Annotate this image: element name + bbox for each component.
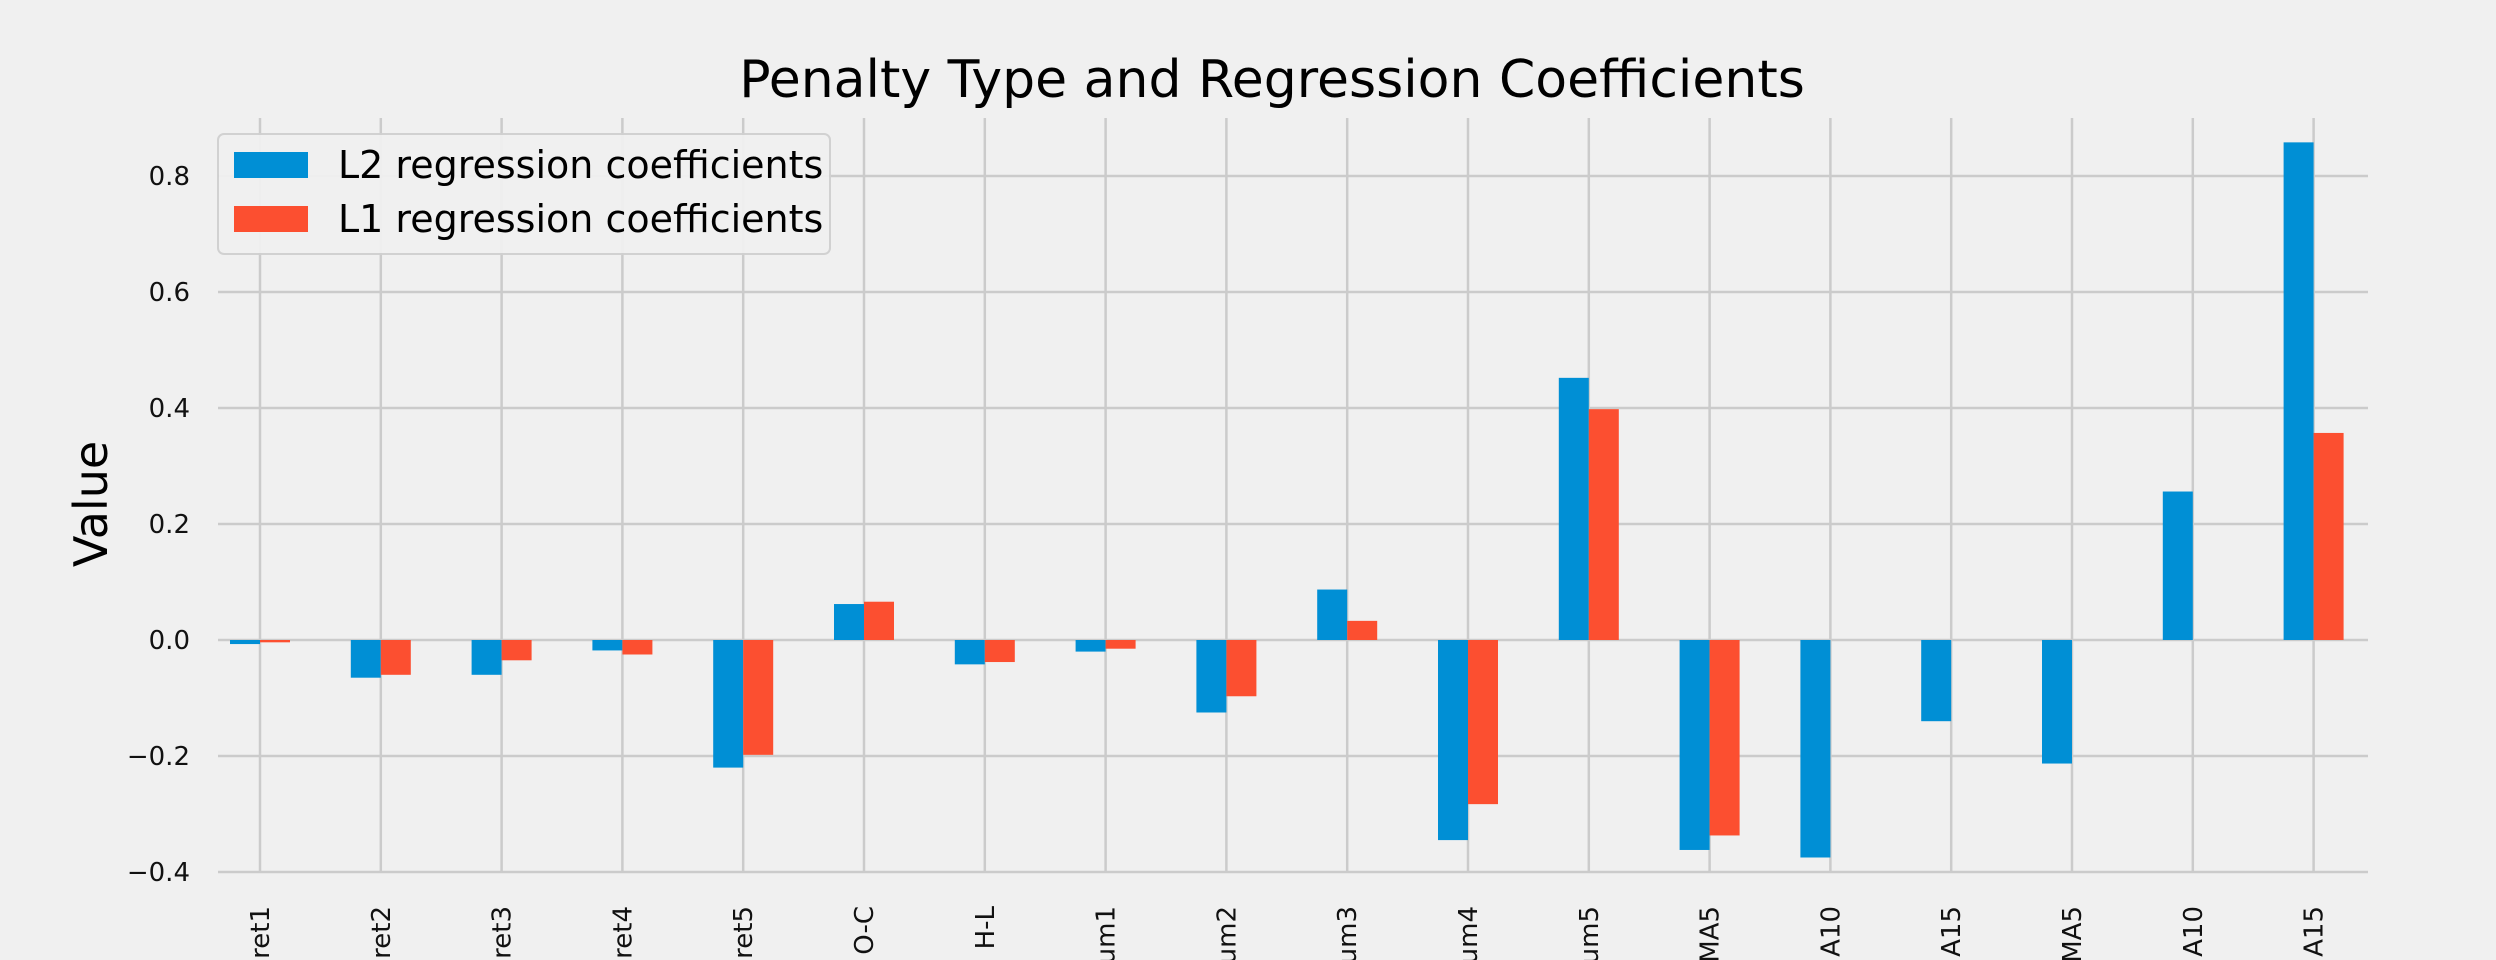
bar-l1 <box>1468 640 1498 805</box>
bar-l2 <box>1921 640 1952 722</box>
bar-l2 <box>230 640 260 645</box>
bar-l1 <box>743 640 774 755</box>
bar-l2 <box>1438 640 1468 841</box>
x-tick-label: um5 <box>1575 906 1605 960</box>
bar-l1 <box>622 640 653 655</box>
bar-l1 <box>380 640 411 675</box>
x-tick-label: O-C <box>850 906 880 955</box>
chart-title: Penalty Type and Regression Coefficients <box>739 50 1805 110</box>
x-tick-label: A15 <box>2300 906 2330 957</box>
bar-l2 <box>834 604 864 640</box>
bar-l1 <box>260 640 290 643</box>
bar-l2 <box>592 640 623 651</box>
bar-l2 <box>1679 640 1710 850</box>
y-axis-label: Value <box>64 441 118 567</box>
x-axis-ticks: ret1 ret2 ret3 ret4 ret5 O-C H-L um1 um2 um3 um4 um… <box>246 905 2330 960</box>
x-tick-label: MA5 <box>2058 906 2088 960</box>
x-tick-label: A10 <box>2179 906 2209 957</box>
bar-l2 <box>350 640 381 678</box>
bar-l1 <box>1588 409 1619 640</box>
legend: L2 regression coefficients L1 regression… <box>217 133 831 255</box>
bar-l2 <box>2283 142 2314 641</box>
bar-l1 <box>984 640 1015 663</box>
y-tick-label: −0.4 <box>127 858 190 888</box>
bar-l2 <box>2162 491 2193 640</box>
y-tick-label: 0.8 <box>149 162 190 192</box>
x-tick-label: MA5 <box>1696 906 1726 960</box>
x-tick-label: um1 <box>1092 906 1122 960</box>
legend-swatch-l1 <box>234 206 308 232</box>
y-tick-label: 0.0 <box>149 626 190 656</box>
bar-l1 <box>1105 640 1136 649</box>
bar-l1 <box>501 640 532 661</box>
x-tick-label: ret1 <box>246 906 276 959</box>
bar-l1 <box>864 601 894 640</box>
bar-l2 <box>954 640 985 665</box>
y-tick-label: 0.4 <box>149 394 190 424</box>
bars <box>230 142 2344 858</box>
bar-l2 <box>1558 377 1589 640</box>
x-tick-label: H-L <box>971 905 1001 949</box>
legend-label-l2: L2 regression coefficients <box>338 143 823 187</box>
bar-l1 <box>1347 620 1378 640</box>
x-tick-label: ret4 <box>608 906 638 959</box>
y-tick-label: −0.2 <box>127 742 190 772</box>
bar-l1 <box>1709 640 1740 836</box>
x-tick-label: ret2 <box>367 906 397 959</box>
bar-l1 <box>2313 432 2344 640</box>
legend-swatch-l2 <box>234 152 308 178</box>
legend-label-l1: L1 regression coefficients <box>338 197 823 241</box>
x-tick-label: A10 <box>1816 906 1846 957</box>
x-tick-label: um2 <box>1212 906 1242 960</box>
bar-l2 <box>713 640 744 768</box>
legend-box <box>217 133 831 255</box>
x-tick-label: ret3 <box>488 906 518 959</box>
bar-l2 <box>1075 640 1106 652</box>
y-tick-label: 0.6 <box>149 278 190 308</box>
x-tick-label: um3 <box>1333 906 1363 960</box>
x-tick-label: ret5 <box>729 906 759 959</box>
bar-l2 <box>1800 640 1831 858</box>
bar-l2 <box>1317 589 1348 640</box>
y-tick-label: 0.2 <box>149 510 190 540</box>
bar-l1 <box>1226 640 1257 697</box>
bar-l2 <box>1196 640 1227 713</box>
bar-l2 <box>471 640 502 675</box>
bar-l2 <box>2042 640 2072 764</box>
x-tick-label: A15 <box>1937 906 1967 957</box>
y-axis-ticks: −0.4 −0.2 0.0 0.2 0.4 0.6 0.8 <box>127 162 190 888</box>
x-tick-label: um4 <box>1454 906 1484 960</box>
